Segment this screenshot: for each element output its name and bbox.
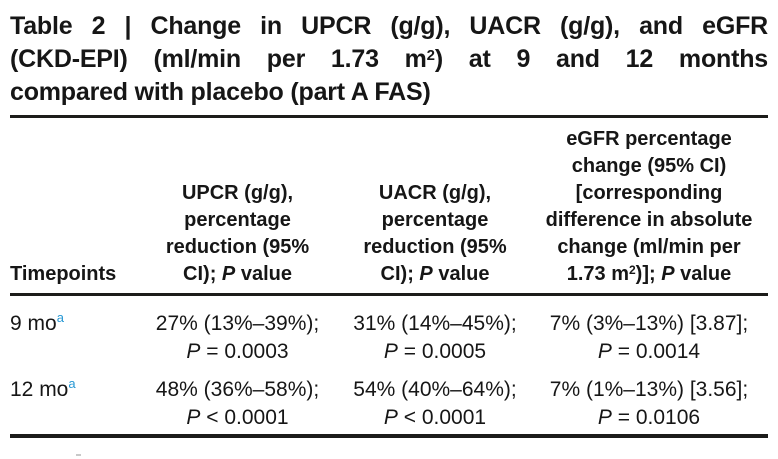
p-symbol: P — [186, 340, 201, 363]
header-line: 1.73 m2)]; P value — [530, 261, 768, 288]
p-value-line: P = 0.0005 — [340, 338, 530, 366]
title-line-2-pre: (CKD-EPI) (ml/min per 1.73 m — [10, 45, 427, 73]
estimate-line: 7% (1%–13%) [3.56]; — [549, 378, 749, 401]
cell-upcr: 27% (13%–39%); P = 0.0003 — [135, 295, 340, 371]
header-line: change (ml/min per — [557, 236, 741, 258]
header-text: value — [235, 263, 292, 285]
p-symbol: P — [597, 340, 612, 363]
estimate-line: 31% (14%–45%); — [353, 312, 517, 335]
header-line: percentage — [381, 209, 489, 231]
p-value-line: P = 0.0003 — [135, 338, 340, 366]
cell-upcr: 48% (36%–58%); P < 0.0001 — [135, 370, 340, 433]
table-row-9mo: 9 moa 27% (13%–39%); P = 0.0003 31% (14%… — [10, 295, 768, 371]
p-value-line: P = 0.0014 — [530, 338, 768, 366]
header-line: eGFR percentage — [566, 128, 732, 150]
cell-uacr: 54% (40%–64%); P < 0.0001 — [340, 370, 530, 433]
p-symbol: P — [383, 406, 398, 429]
header-cell-upcr: UPCR (g/g), percentage reduction (95% CI… — [135, 118, 340, 296]
table-row-12mo: 12 moa 48% (36%–58%); P < 0.0001 54% (40… — [10, 370, 768, 433]
p-symbol: P — [597, 406, 612, 429]
header-line: percentage — [184, 209, 291, 231]
superscript-2: 2 — [628, 263, 636, 277]
p-value-text: = 0.0005 — [397, 340, 487, 363]
results-table: Timepoints UPCR (g/g), percentage reduct… — [10, 118, 768, 433]
cell-timepoint: 9 moa — [10, 295, 135, 371]
header-text: CI); — [183, 263, 222, 285]
header-text: )]; — [635, 263, 662, 285]
p-value-text: < 0.0001 — [397, 406, 487, 429]
header-text: value — [432, 263, 490, 285]
p-symbol: P — [419, 263, 433, 285]
footnote-marker-a: a — [56, 310, 64, 325]
p-value-line: P < 0.0001 — [135, 404, 340, 432]
top-rule — [10, 115, 768, 118]
p-value-text: = 0.0014 — [611, 340, 701, 363]
header-line: reduction (95% — [165, 236, 310, 258]
estimate-line: 54% (40%–64%); — [353, 378, 517, 401]
p-symbol: P — [661, 263, 675, 285]
header-line: difference in absolute — [545, 209, 753, 231]
cell-egfr: 7% (3%–13%) [3.87]; P = 0.0014 — [530, 295, 768, 371]
p-value-text: = 0.0003 — [200, 340, 289, 363]
footnote-marker-a: a — [68, 376, 76, 391]
header-text: value — [674, 263, 732, 285]
header-line: UACR (g/g), — [378, 182, 492, 204]
header-line: CI); P value — [135, 261, 340, 288]
header-line: CI); P value — [340, 261, 530, 288]
header-cell-timepoints: Timepoints — [10, 118, 135, 296]
p-symbol: P — [186, 406, 201, 429]
table-title: Table 2 | Change in UPCR (g/g), UACR (g/… — [10, 10, 768, 109]
p-symbol: P — [383, 340, 398, 363]
header-line: change (95% CI) — [571, 155, 727, 177]
p-symbol: P — [221, 263, 236, 285]
cell-egfr: 7% (1%–13%) [3.56]; P = 0.0106 — [530, 370, 768, 433]
cell-uacr: 31% (14%–45%); P = 0.0005 — [340, 295, 530, 371]
bottom-rule — [10, 434, 768, 438]
timepoint-label: 12 mo — [10, 378, 69, 401]
superscript-2: 2 — [426, 47, 435, 64]
estimate-line: 27% (13%–39%); — [155, 312, 320, 335]
title-line-1: Table 2 | Change in UPCR (g/g), UACR (g/… — [10, 12, 768, 40]
header-line: [corresponding — [575, 182, 723, 204]
p-value-text: = 0.0106 — [611, 406, 701, 429]
header-text: CI); — [380, 263, 420, 285]
title-line-3: compared with placebo (part A FAS) — [10, 78, 431, 106]
timepoint-label: 9 mo — [10, 312, 57, 335]
title-line-2-post: ) at 9 and 12 months — [434, 45, 768, 73]
p-value-text: < 0.0001 — [200, 406, 289, 429]
footnote-remnant — [76, 454, 81, 456]
cell-timepoint: 12 moa — [10, 370, 135, 433]
p-value-line: P = 0.0106 — [530, 404, 768, 432]
header-line: reduction (95% — [363, 236, 507, 258]
header-text: 1.73 m — [566, 263, 629, 285]
title-line-2: (CKD-EPI) (ml/min per 1.73 m2) at 9 and … — [10, 43, 768, 76]
estimate-line: 7% (3%–13%) [3.87]; — [549, 312, 749, 335]
p-value-line: P < 0.0001 — [340, 404, 530, 432]
header-line: UPCR (g/g), — [181, 182, 294, 204]
header-cell-uacr: UACR (g/g), percentage reduction (95% CI… — [340, 118, 530, 296]
estimate-line: 48% (36%–58%); — [155, 378, 320, 401]
header-row: Timepoints UPCR (g/g), percentage reduct… — [10, 118, 768, 296]
header-cell-egfr: eGFR percentage change (95% CI) [corresp… — [530, 118, 768, 296]
